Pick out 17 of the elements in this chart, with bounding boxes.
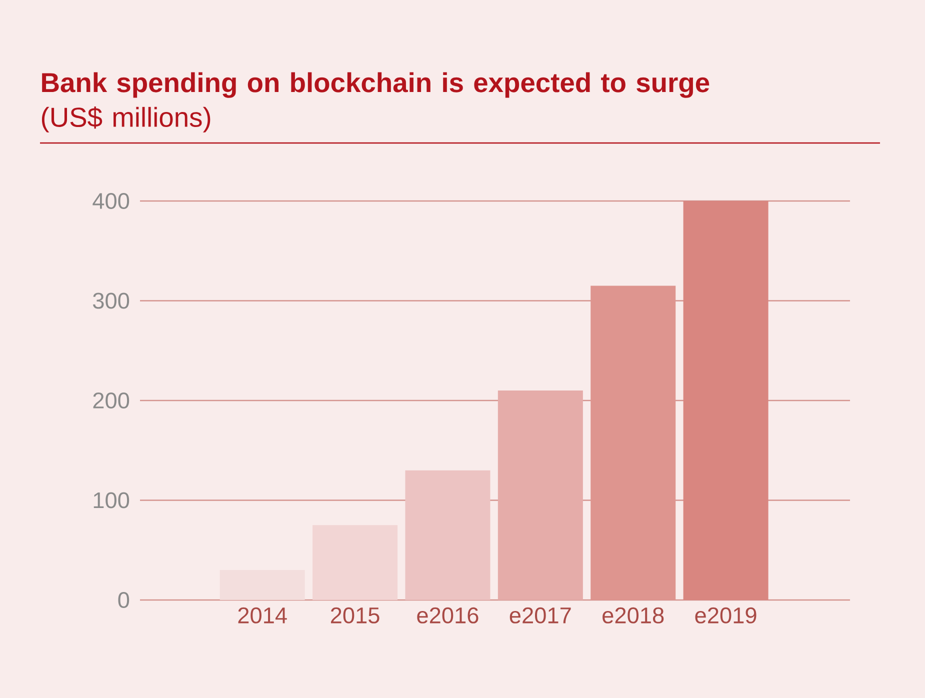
bar <box>405 470 490 600</box>
x-tick-label: 2015 <box>330 607 380 624</box>
y-tick-label: 300 <box>93 292 130 309</box>
x-tick-label: e2016 <box>417 607 478 624</box>
y-tick-label: 200 <box>93 392 130 409</box>
chart-title: Bank spending on blockchain is expected to surge (US$ millions) <box>42 72 710 132</box>
bar <box>498 390 583 600</box>
x-tick-label: e2018 <box>602 607 664 624</box>
y-tick-label: 0 <box>118 592 130 608</box>
bar <box>683 200 768 600</box>
x-tick-label: e2019 <box>695 607 756 624</box>
bar <box>312 525 398 600</box>
x-tick-label: 2014 <box>238 607 287 624</box>
x-tick-label: e2017 <box>510 607 571 624</box>
y-tick-label: 100 <box>94 492 130 508</box>
bar <box>220 570 305 600</box>
y-tick-label: 400 <box>92 192 130 210</box>
